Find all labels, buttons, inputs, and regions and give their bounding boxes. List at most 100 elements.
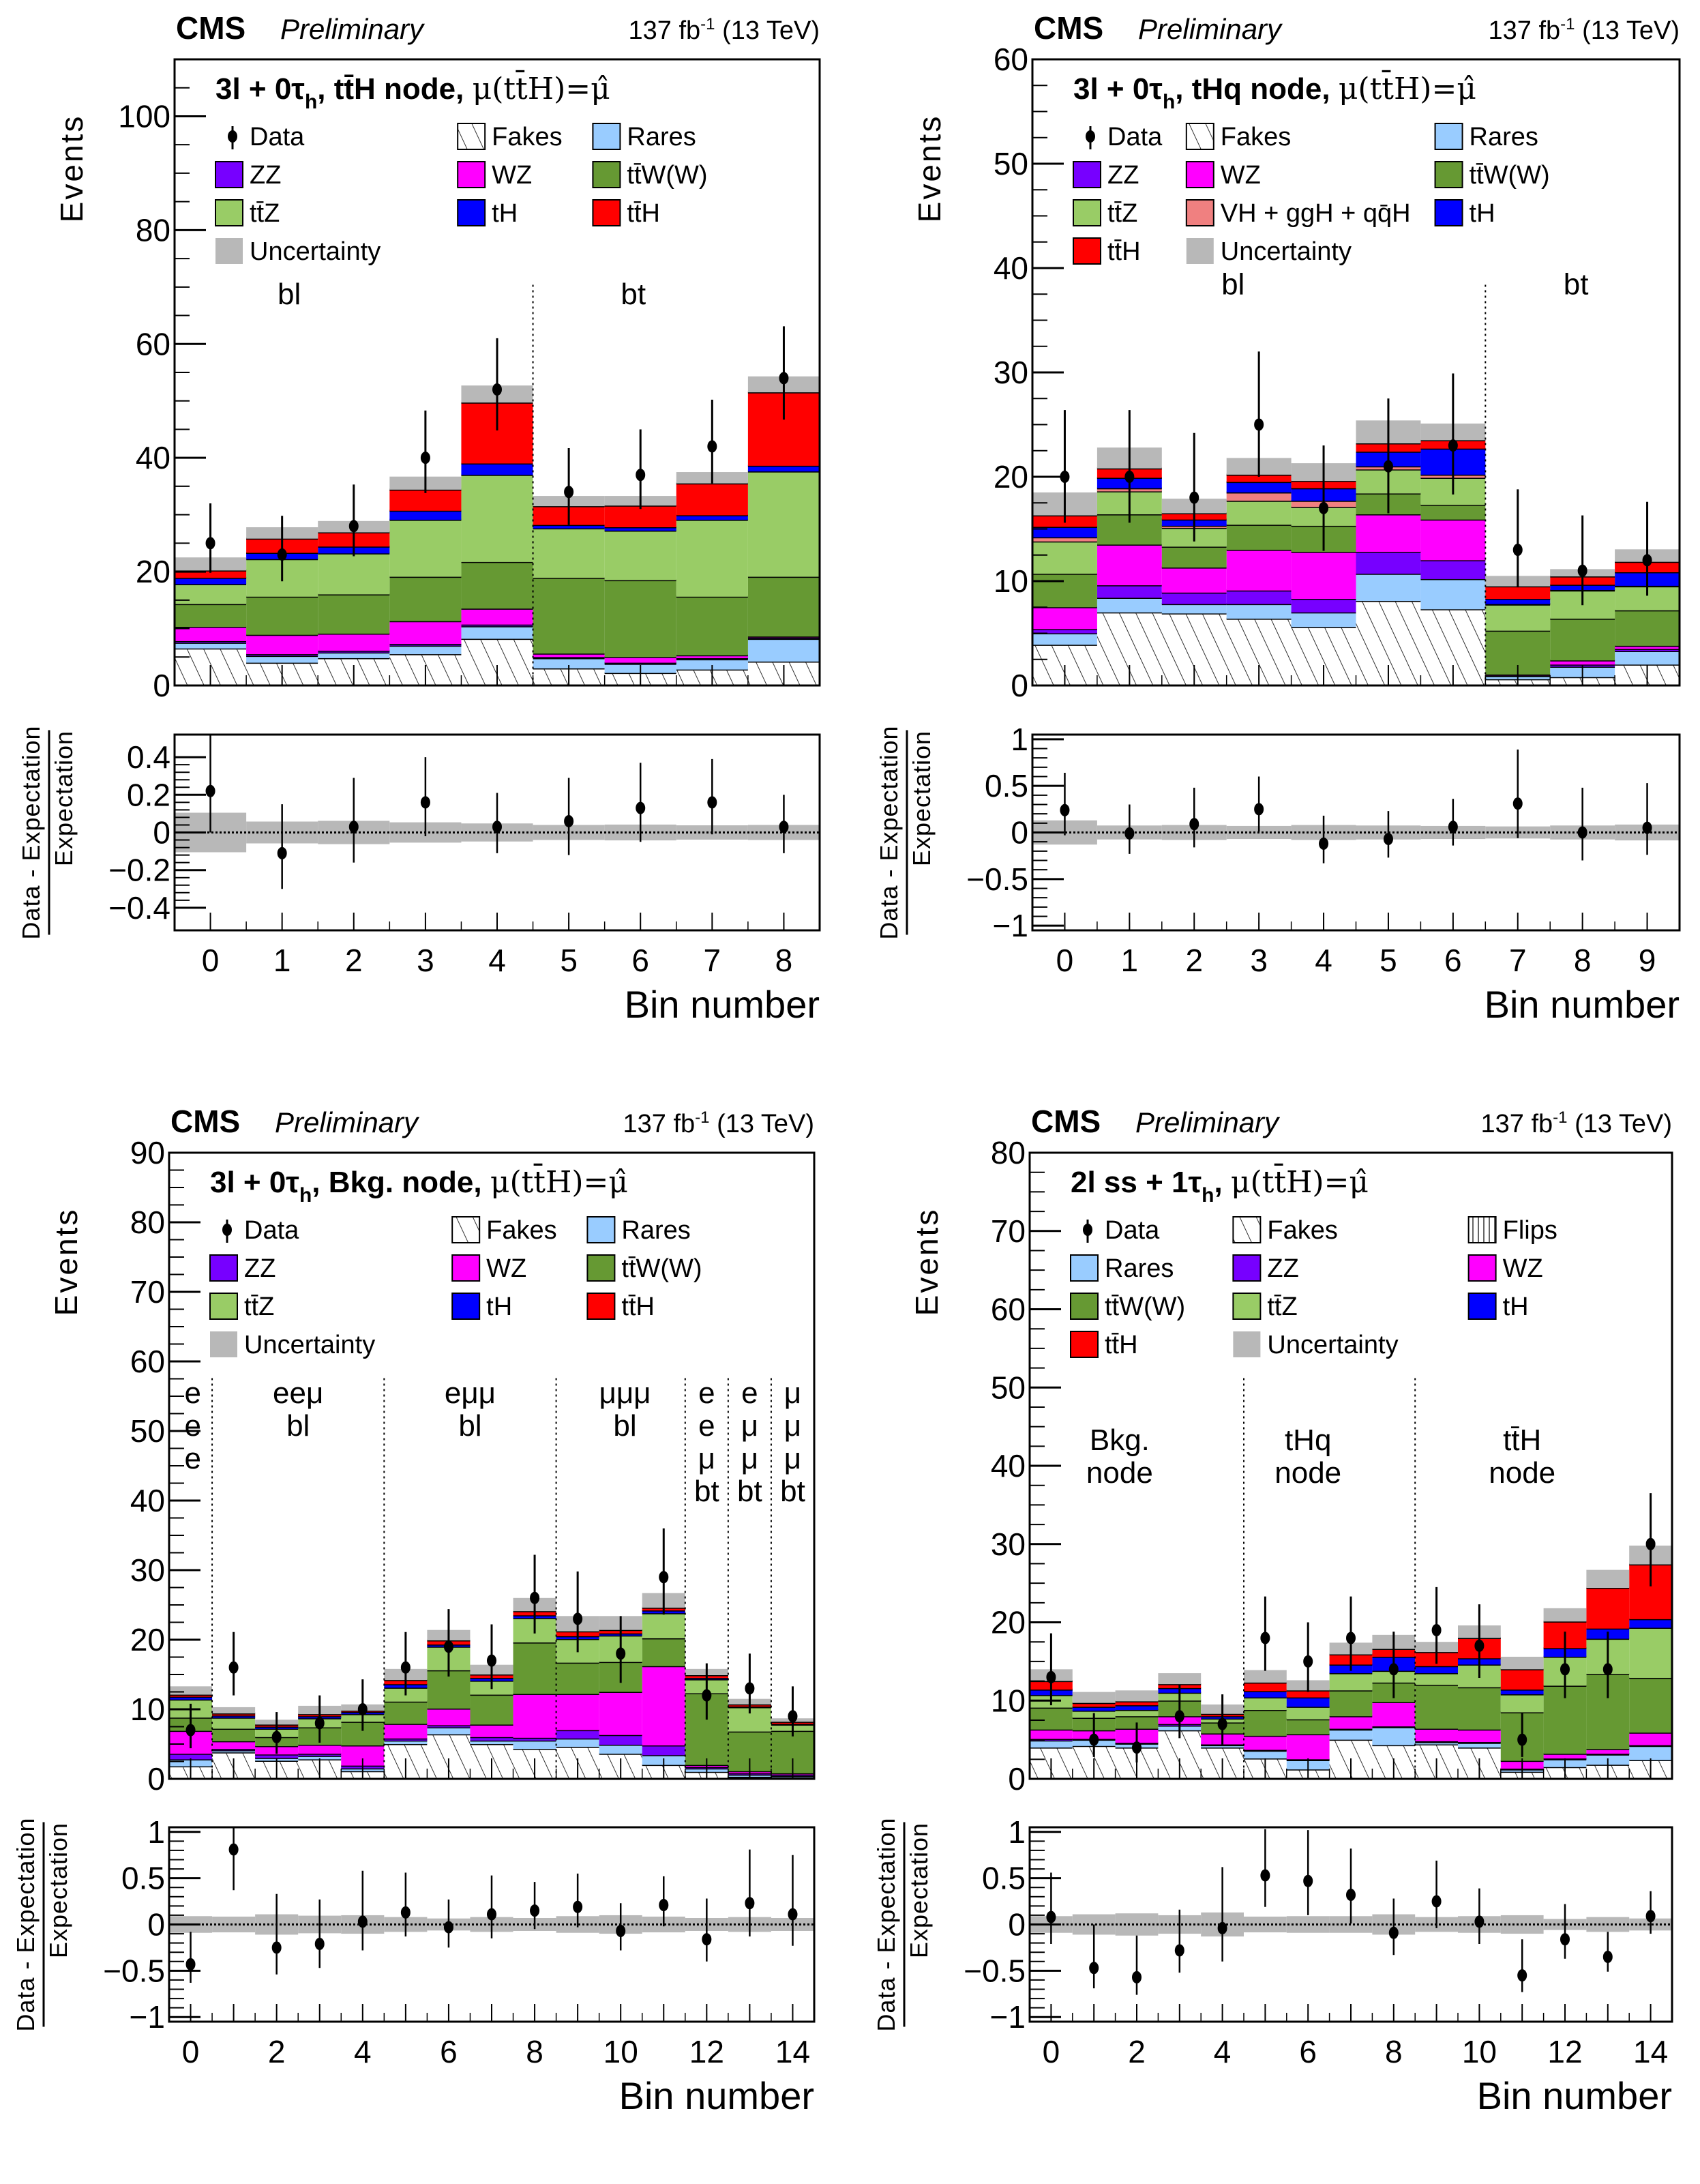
region-label: μ xyxy=(698,1442,715,1475)
bar-segment xyxy=(1115,1705,1159,1711)
bar-segment xyxy=(389,645,462,655)
bar-segment xyxy=(599,1692,642,1735)
legend-item-th: tH xyxy=(1434,199,1495,228)
region-label: Bkg. xyxy=(1090,1423,1150,1457)
bar-segment xyxy=(461,608,533,625)
ratio-y-tick-label: −1 xyxy=(990,1999,1026,2035)
data-point xyxy=(443,1640,453,1653)
bar-segment xyxy=(1329,1716,1373,1729)
bar-segment xyxy=(384,1724,428,1739)
y-tick-label: 0 xyxy=(1011,668,1028,703)
uncertainty-up xyxy=(1072,1692,1116,1703)
ratio-point xyxy=(1517,1969,1527,1982)
legend-label: Uncertainty xyxy=(250,237,381,266)
main-frame: 0 10 20 30 40 50 60 xyxy=(994,42,1681,703)
y-tick-label: 50 xyxy=(994,146,1028,181)
region-annotations: bl bt xyxy=(1221,267,1589,685)
bar-segment xyxy=(427,1725,471,1728)
ratio-point xyxy=(1642,821,1652,834)
data-point xyxy=(271,1730,282,1743)
region-annotations: bl bt xyxy=(278,278,646,685)
bar-segment xyxy=(533,528,605,578)
bar-segment xyxy=(1550,619,1615,661)
legend-label: tt̄Z xyxy=(244,1293,274,1321)
data-point xyxy=(1060,471,1070,483)
ratio-point xyxy=(1383,833,1393,846)
ratio-uncertainty-band xyxy=(1244,1916,1287,1933)
bar-segment xyxy=(212,1717,256,1729)
bar-segment xyxy=(1485,586,1551,600)
ratio-point xyxy=(1319,837,1329,850)
ratio-label-numerator: Data - Expectation xyxy=(872,1817,900,2031)
legend-swatch xyxy=(1467,1293,1497,1320)
bar-segment xyxy=(175,578,247,585)
legend-swatch xyxy=(1070,1293,1099,1320)
bar-segment xyxy=(169,1696,213,1700)
legend-item-fakes: Fakes xyxy=(1232,1216,1338,1245)
x-tick-label: 12 xyxy=(689,2034,724,2069)
bar-segment xyxy=(513,1694,556,1738)
bar-segment xyxy=(318,634,390,651)
bar-segment xyxy=(461,561,533,609)
ratio-point xyxy=(271,1941,282,1954)
y-tick-label: 40 xyxy=(136,440,170,475)
bar-segment xyxy=(1458,1687,1501,1730)
y-tick-label: 70 xyxy=(991,1213,1026,1249)
y-tick-label: 40 xyxy=(991,1448,1026,1484)
x-tick-label: 8 xyxy=(775,943,793,978)
plot-title: 3l + 0τh, Bkg. node, μ(tt̄H)=μ̂ xyxy=(210,1162,628,1207)
ratio-point xyxy=(1512,797,1523,810)
legend-swatch xyxy=(210,1331,237,1357)
ratio-point xyxy=(348,821,359,833)
ratio-y-axis-label: Data - Expectation Expectation xyxy=(17,725,78,939)
bar-segment xyxy=(1032,607,1097,630)
bar-segment xyxy=(1226,482,1292,492)
legend-label: ZZ xyxy=(250,161,281,190)
ratio-point xyxy=(1602,1951,1613,1963)
ratio-point xyxy=(659,1899,669,1911)
data-point xyxy=(277,548,287,561)
main-frame: 0 10 20 30 40 50 60 70 80 90 xyxy=(130,1135,816,1797)
x-tick-label: 7 xyxy=(1509,943,1527,978)
data-point xyxy=(659,1571,669,1584)
bar-segment xyxy=(1032,537,1097,542)
y-tick-label: 80 xyxy=(136,212,170,248)
legend-swatch xyxy=(209,1293,238,1320)
x-axis-label: Bin number xyxy=(1477,2074,1672,2117)
region-label: bt xyxy=(694,1475,719,1508)
bar-segment xyxy=(1244,1697,1287,1711)
legend-label: Rares xyxy=(621,1216,690,1245)
panel-3l-thq-node: CMS Preliminary 137 fb-1 (13 TeV) Events bl b… xyxy=(850,0,1699,1091)
ratio-y-axis-label: Data - Expectation Expectation xyxy=(872,1817,933,2031)
legend-swatch xyxy=(1185,199,1214,226)
ratio-point xyxy=(788,1908,798,1921)
ratio-y-tick-label: 0.5 xyxy=(121,1861,165,1896)
header: CMS Preliminary 137 fb-1 (13 TeV) xyxy=(1031,1104,1672,1139)
ratio-point xyxy=(1189,818,1199,831)
x-tick-label: 0 xyxy=(182,2034,200,2069)
region-label: e xyxy=(184,1409,200,1443)
uncertainty-up xyxy=(1500,1656,1544,1670)
bar-segment xyxy=(556,1694,599,1730)
legend-swatch xyxy=(592,161,621,188)
legend-swatch xyxy=(451,1216,481,1243)
bar-segment xyxy=(1244,1691,1287,1698)
bar-segment xyxy=(1032,541,1097,574)
bar-segment xyxy=(1032,629,1097,634)
uncertainty-up xyxy=(212,1707,256,1714)
lumi-label: 137 fb-1 (13 TeV) xyxy=(623,1108,814,1138)
legend-swatch xyxy=(1073,161,1101,188)
ratio-point xyxy=(573,1900,583,1913)
x-tick-label: 10 xyxy=(1462,2034,1497,2069)
legend: 3l + 0τh, Bkg. node, μ(tt̄H)=μ̂ Data Fakes… xyxy=(209,1162,702,1359)
bar-segment xyxy=(533,658,605,668)
ratio-point xyxy=(1431,1895,1442,1908)
bar-segment xyxy=(212,1713,256,1716)
legend-swatch xyxy=(457,123,486,150)
ratio-point xyxy=(1254,803,1264,816)
chart-svg: CMS Preliminary 137 fb-1 (13 TeV) Events Bkg… xyxy=(872,1104,1673,2117)
data-point xyxy=(1512,544,1523,557)
ratio-point xyxy=(616,1925,626,1937)
x-tick-label: 0 xyxy=(1056,943,1074,978)
